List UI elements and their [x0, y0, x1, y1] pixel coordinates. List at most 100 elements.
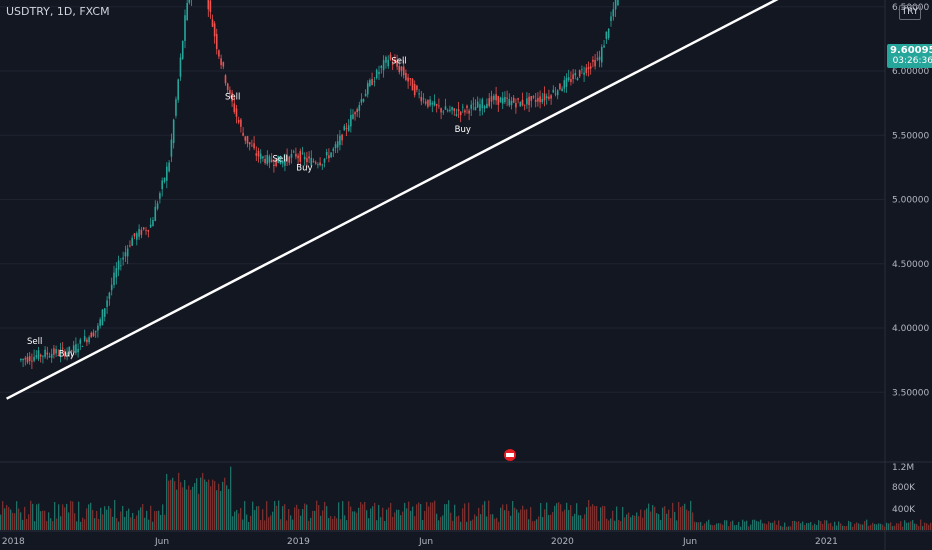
volume-bar — [430, 502, 432, 530]
candle-body — [545, 96, 548, 99]
volume-bar — [14, 513, 16, 530]
candle-body — [422, 98, 425, 100]
volume-bar — [124, 516, 126, 530]
candle-body — [459, 111, 462, 116]
volume-bar — [652, 505, 654, 530]
volume-bar — [142, 504, 144, 530]
candle-body — [303, 156, 306, 160]
volume-bar — [530, 507, 532, 530]
volume-bar — [564, 509, 566, 530]
volume-bar — [256, 506, 258, 530]
volume-bar — [186, 489, 188, 530]
volume-bar — [306, 504, 308, 530]
candle-body — [585, 67, 588, 73]
candle-body — [330, 152, 332, 158]
volume-bar — [170, 479, 172, 530]
candle-body — [222, 62, 225, 67]
candle-body — [442, 111, 445, 113]
candle-body — [495, 94, 497, 101]
candle-body — [574, 73, 577, 76]
volume-bar — [510, 515, 512, 530]
volume-bar — [472, 519, 474, 530]
candle-body — [284, 159, 286, 166]
volume-bar — [180, 482, 182, 530]
candle-body — [231, 92, 233, 102]
volume-bar — [108, 505, 110, 530]
volume-bar — [764, 523, 766, 530]
candle-body — [99, 319, 101, 326]
candle-body — [181, 40, 184, 59]
volume-bar — [622, 506, 624, 530]
candle-body — [587, 66, 590, 70]
volume-bar — [18, 508, 20, 530]
volume-bar — [16, 501, 18, 530]
volume-bar — [670, 518, 672, 530]
candle-body — [380, 65, 383, 68]
volume-bar — [154, 511, 156, 530]
candle-body — [605, 31, 608, 40]
volume-bar — [480, 514, 482, 530]
volume-bar — [650, 511, 652, 530]
volume-bar — [708, 519, 710, 530]
volume-bar — [416, 504, 418, 530]
candle-body — [589, 66, 592, 69]
volume-bar — [690, 500, 692, 530]
currency-button[interactable]: TRY — [899, 5, 921, 20]
volume-bar — [86, 508, 88, 530]
volume-bar — [344, 515, 346, 530]
volume-bar — [110, 508, 112, 530]
volume-bar — [294, 507, 296, 530]
volume-bar — [770, 522, 772, 530]
volume-bar — [638, 516, 640, 530]
volume-bar — [928, 524, 930, 530]
volume-bar — [318, 505, 320, 530]
current-price: 9.60095 — [890, 45, 932, 56]
volume-bar — [572, 516, 574, 530]
volume-bar — [364, 501, 366, 530]
volume-bar — [22, 519, 24, 530]
volume-bar — [410, 510, 412, 530]
candle-body — [592, 59, 594, 62]
candle-body — [140, 229, 143, 235]
volume-bar — [392, 516, 394, 530]
volume-bar — [802, 521, 804, 530]
candle-body — [614, 0, 617, 10]
candle-body — [360, 99, 363, 103]
volume-bar — [762, 523, 764, 530]
candle-body — [470, 104, 473, 109]
volume-bar — [578, 515, 580, 530]
volume-bar — [220, 491, 222, 530]
candle-body — [332, 148, 335, 151]
candle-body — [149, 224, 152, 228]
candle-body — [457, 109, 460, 112]
candle-body — [235, 108, 238, 117]
candle-body — [369, 80, 371, 87]
candle-body — [279, 160, 282, 164]
volume-bar — [406, 508, 408, 530]
volume-bar — [70, 500, 72, 530]
signal-sell: Sell — [225, 93, 240, 103]
volume-bar — [2, 501, 4, 530]
volume-bar — [632, 515, 634, 530]
volume-bar — [774, 520, 776, 530]
volume-bar — [504, 510, 506, 530]
volume-bar — [394, 512, 396, 530]
candle-body — [108, 292, 111, 299]
volume-bar — [398, 509, 400, 530]
volume-bar — [780, 525, 782, 530]
volume-bar — [926, 523, 928, 530]
candle-body — [70, 350, 73, 352]
candle-body — [493, 95, 495, 100]
volume-bar — [12, 512, 14, 530]
volume-bar — [692, 512, 694, 530]
volume-bar — [290, 515, 292, 530]
candle-body — [115, 268, 118, 278]
candle-body — [594, 59, 596, 67]
volume-bar — [348, 501, 350, 530]
volume-bar — [36, 504, 38, 530]
candle-body — [131, 237, 133, 246]
volume-bar — [64, 507, 66, 530]
volume-bar — [342, 501, 344, 530]
volume-bar — [118, 521, 120, 530]
